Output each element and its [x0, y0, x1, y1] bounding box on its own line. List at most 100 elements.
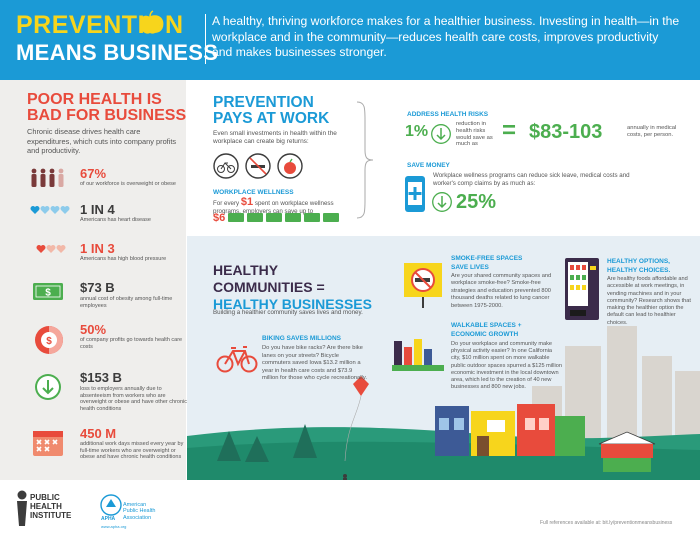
health-risks-heading: ADDRESS HEALTH RISKS — [407, 111, 489, 118]
poor-health-heading: POOR HEALTH IS BAD FOR BUSINESS — [27, 92, 186, 124]
stat-obesity-cost-value: $73 B — [80, 280, 115, 295]
no-smoking-circle-icon — [245, 153, 271, 179]
poor-health-panel — [0, 80, 186, 480]
phi-logo-text: PUBLIC HEALTH INSTITUTE — [30, 493, 71, 520]
profits-pie-icon: $ — [35, 326, 63, 354]
biking-heading: BIKING SAVES MILLIONS — [262, 335, 341, 342]
workplace-wellness-text: For every $1 spent on workplace wellness… — [213, 196, 363, 216]
references-link[interactable]: Full references available at: bit.ly/pre… — [540, 520, 673, 526]
save-money-heading: SAVE MONEY — [407, 162, 450, 169]
header-banner — [0, 0, 700, 80]
apple-icon — [139, 10, 161, 34]
apha-name-line2: Public Health — [123, 508, 156, 515]
workplace-wellness-heading: WORKPLACE WELLNESS — [213, 189, 294, 196]
phi-logo-line2: HEALTH — [30, 502, 62, 511]
apha-url[interactable]: www.apha.org — [101, 524, 127, 529]
healthy-options-heading: HEALTHY OPTIONS, HEALTHY CHOICES. — [607, 258, 670, 275]
section-brace — [356, 101, 374, 219]
first-aid-phone-icon — [405, 176, 425, 212]
dollar-bill-icon: $ — [33, 283, 63, 300]
footer — [0, 480, 700, 536]
walkable-heading-line2: ECONOMIC GROWTH — [451, 330, 519, 338]
blue-hearts-icon — [30, 206, 70, 214]
save-money-text: Workplace wellness programs can reduce s… — [433, 172, 630, 187]
health-risks-amount: $83-103 — [529, 121, 603, 143]
walkable-text: Do your workplace and community make phy… — [451, 341, 563, 391]
storefronts — [435, 404, 585, 456]
no-smoking-sign-icon — [404, 263, 442, 308]
apha-abbr: APHA — [101, 516, 116, 522]
down-arrow-icon — [35, 374, 61, 400]
communities-heading-healthy: HEALTHY — [213, 262, 279, 278]
prevention-work-heading-line1: PREVENTION — [213, 94, 314, 111]
stat-profits-value: 50% — [80, 322, 107, 337]
people-icon — [31, 168, 64, 187]
market-stall — [598, 431, 656, 472]
smoke-free-heading: SMOKE-FREE SPACES SAVE LIVES — [451, 255, 522, 272]
bike-circle-icon — [213, 153, 239, 179]
biking-text: Do you have bike racks? Are there bike l… — [262, 345, 367, 382]
smoke-free-heading-line2: SAVE LIVES — [451, 263, 489, 271]
svg-text:$: $ — [46, 336, 52, 347]
stat-blood-pressure-desc: Americans has high blood pressure — [80, 256, 167, 262]
stat-absenteeism-desc: loss to employers annually due to absent… — [80, 386, 188, 412]
prevention-work-heading-line2: PAYS AT WORK — [213, 110, 330, 127]
health-risks-amount-desc: annually in medical costs, per person. — [627, 125, 677, 138]
title-means-business: MEANS BUSINESS — [16, 40, 219, 65]
save-money-percent: 25% — [456, 191, 497, 213]
phi-logo-line1: PUBLIC — [30, 493, 60, 502]
healthy-options-heading-line2: HEALTHY CHOICES. — [607, 266, 671, 274]
stat-work-days-desc: additional work days missed every year b… — [80, 441, 184, 461]
red-hearts-icon — [36, 245, 66, 253]
equals-sign: = — [502, 117, 517, 144]
stat-blood-pressure-value: 1 IN 3 — [80, 241, 115, 256]
wellness-invest-amount: $1 — [240, 196, 254, 208]
stat-profits-desc: of company profits go towards health car… — [80, 337, 183, 350]
svg-text:$: $ — [45, 288, 51, 299]
apha-name: American Public Health Association — [123, 502, 155, 521]
walkable-space-icon — [392, 339, 444, 371]
stat-workforce-desc: of our workforce is overweight or obese — [80, 181, 176, 187]
prevention-work-heading: PREVENTION PAYS AT WORK — [213, 95, 329, 127]
phi-figure-logo — [17, 490, 27, 526]
poor-health-heading-line2: BAD FOR BUSINESS — [27, 107, 187, 124]
prevention-work-intro: Even small investments in health within … — [213, 130, 337, 146]
stat-heart-disease-value: 1 IN 4 — [80, 202, 115, 217]
wellness-return-amount: $6 — [213, 212, 226, 224]
bicycle-icon — [216, 346, 258, 373]
communities-intro: Building a healthier community saves liv… — [213, 309, 363, 316]
vending-machine-icon — [565, 258, 599, 320]
poor-health-heading-line1: POOR HEALTH IS — [27, 91, 162, 108]
apha-name-line1: American — [123, 502, 147, 508]
communities-heading-communities: COMMUNITIES = — [213, 279, 325, 295]
smoke-free-text: Are your shared community spaces and wor… — [451, 273, 552, 309]
communities-heading: HEALTHY COMMUNITIES = HEALTHY BUSINESSES — [213, 262, 372, 313]
stat-work-days-value: 450 M — [80, 426, 117, 441]
header-divider — [205, 14, 206, 64]
health-risks-percent: 1% — [405, 123, 429, 140]
wellness-icons — [213, 153, 303, 179]
wellness-text-part1: For every — [213, 200, 240, 207]
stat-heart-disease-desc: Americans has heart disease — [80, 217, 151, 223]
stat-obesity-cost-desc: annual cost of obesity among full-time e… — [80, 296, 173, 309]
apple-circle-icon — [277, 153, 303, 179]
apha-name-line3: Association — [123, 514, 152, 521]
poor-health-intro: Chronic disease drives health care expen… — [27, 127, 177, 155]
walkable-heading-line1: WALKABLE SPACES + — [451, 322, 522, 329]
dollar-row-icon — [228, 213, 339, 222]
smoke-free-heading-line1: SMOKE-FREE SPACES — [451, 255, 523, 262]
money-down-arrow-icon — [432, 192, 452, 212]
phi-logo-line3: INSTITUTE — [30, 511, 72, 520]
city-scene-illustration — [187, 326, 700, 480]
wellness-text-part2: spent on workplace wellness programs, em… — [213, 200, 334, 215]
healthy-options-heading-line1: HEALTHY OPTIONS, — [607, 258, 670, 265]
header-intro: A healthy, thriving workforce makes for … — [212, 14, 680, 60]
stat-workforce-value: 67% — [80, 166, 107, 181]
health-risks-text: reduction in health risks would save as … — [456, 121, 493, 148]
risks-down-arrow-icon — [431, 124, 451, 144]
walkable-heading: WALKABLE SPACES + ECONOMIC GROWTH — [451, 322, 521, 339]
stat-absenteeism-value: $153 B — [80, 370, 122, 385]
calendar-icon — [33, 431, 63, 456]
healthy-options-text: Are healthy foods affordable and accessi… — [607, 276, 691, 326]
apha-seal-logo — [100, 494, 122, 516]
